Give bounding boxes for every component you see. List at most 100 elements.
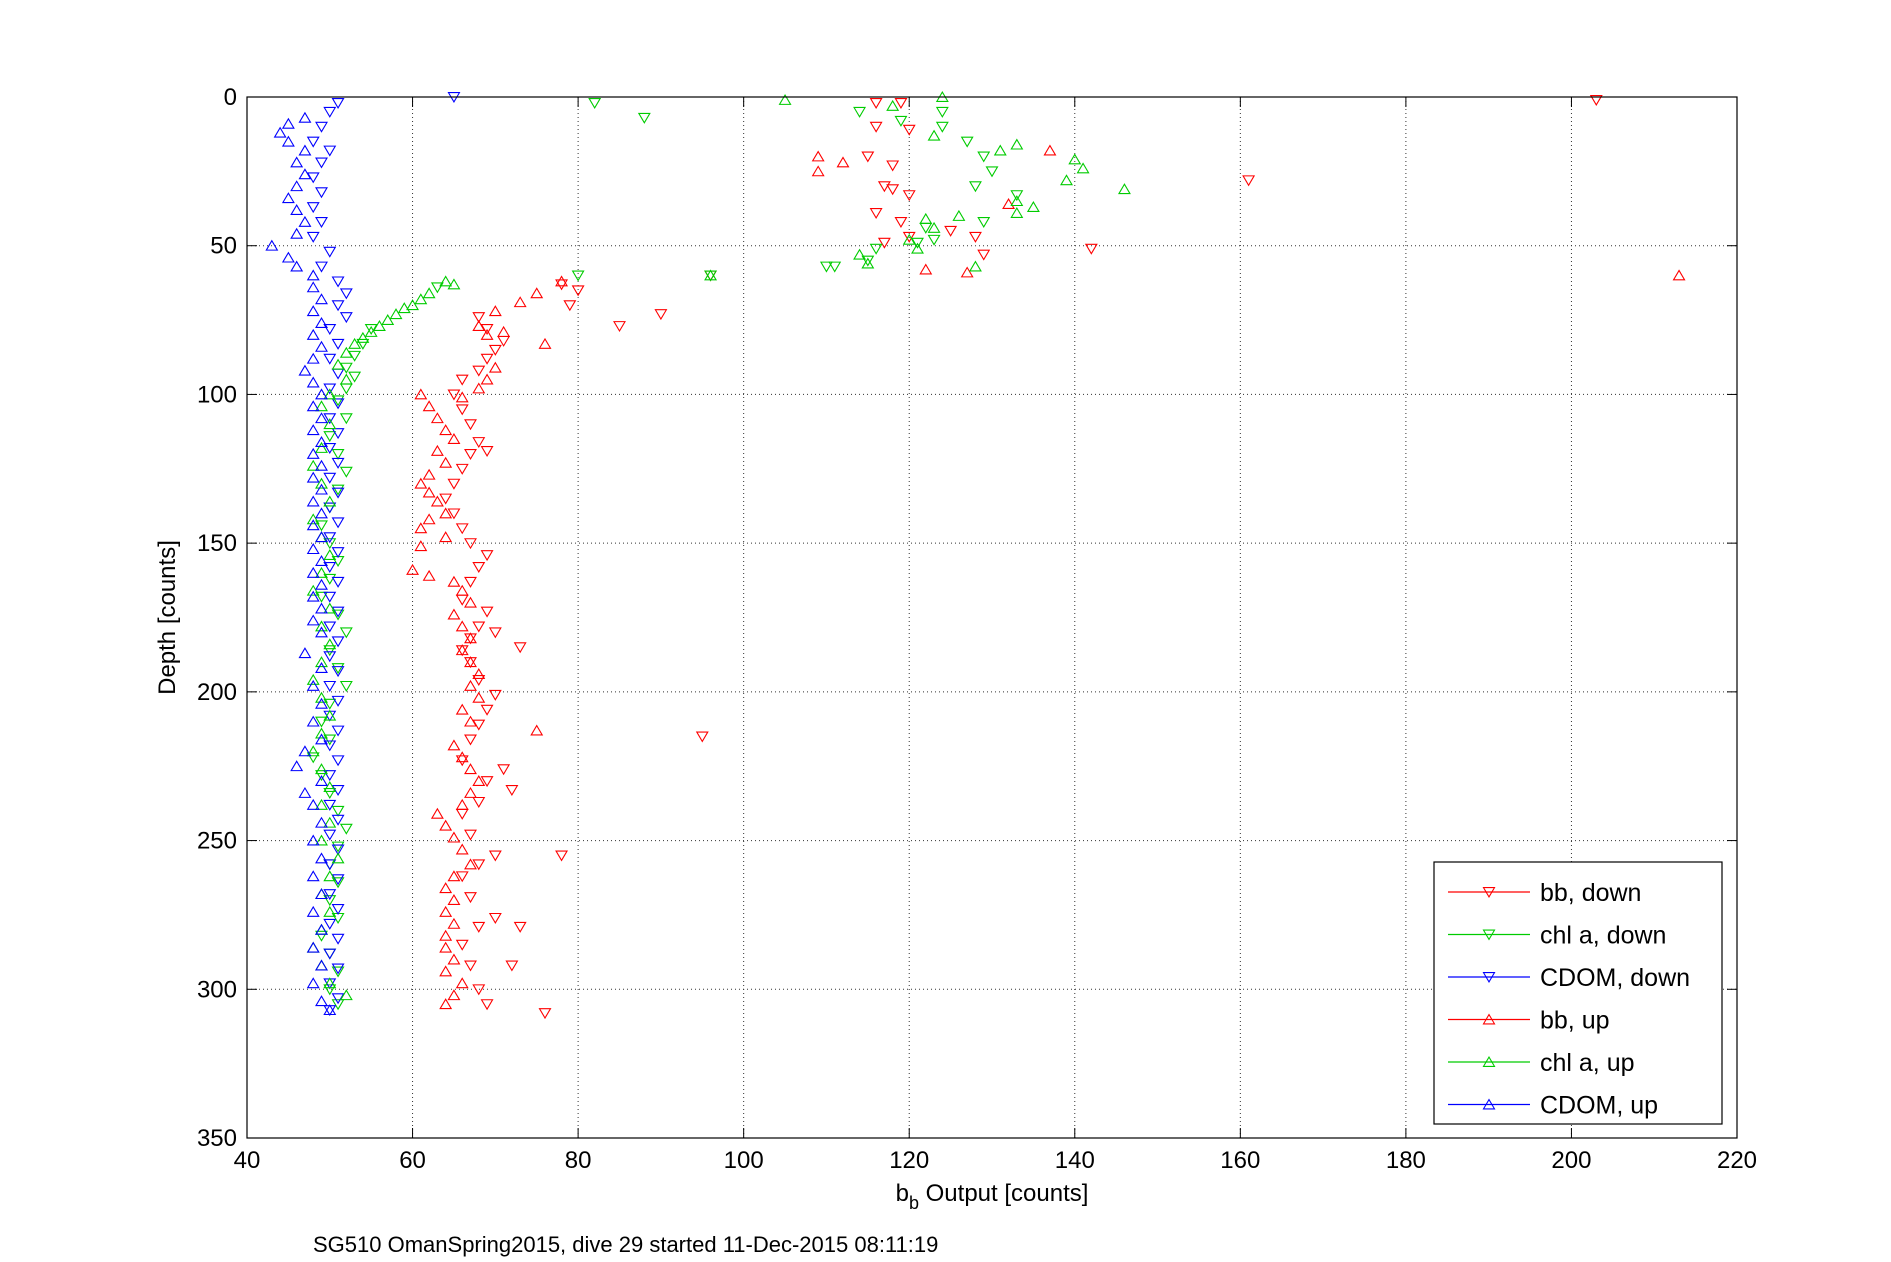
data-point: [911, 237, 924, 249]
data-point: [348, 350, 362, 362]
data-point: [356, 338, 370, 350]
data-point: [339, 627, 353, 639]
data-point: [422, 287, 436, 299]
data-point: [381, 314, 395, 326]
data-point: [472, 437, 486, 449]
data-point: [414, 388, 428, 400]
data-point: [306, 745, 320, 757]
data-point: [323, 638, 337, 650]
data-point: [464, 656, 477, 668]
data-point: [315, 888, 328, 900]
data-point: [323, 680, 337, 692]
data-point: [968, 181, 982, 193]
data-point: [323, 645, 337, 657]
data-point: [439, 882, 453, 894]
data-point: [422, 569, 436, 581]
data-point: [273, 126, 287, 138]
data-point: [331, 841, 345, 853]
data-point: [935, 106, 949, 118]
data-point: [414, 293, 428, 305]
data-point: [430, 495, 444, 507]
data-point: [902, 124, 916, 136]
y-tick-label: 0: [224, 84, 237, 111]
data-point: [323, 573, 337, 585]
data-point: [331, 457, 345, 469]
data-point: [472, 859, 486, 871]
data-point: [323, 918, 337, 930]
data-point: [455, 798, 469, 810]
data-point: [455, 843, 469, 855]
data-point: [455, 620, 469, 632]
legend-marker: [1482, 1098, 1496, 1110]
data-point: [331, 805, 345, 817]
data-point: [439, 965, 453, 977]
data-point: [861, 257, 875, 269]
data-point: [472, 675, 486, 686]
data-point: [464, 448, 477, 460]
data-point: [472, 775, 486, 787]
data-point: [306, 305, 320, 317]
data-point: [430, 807, 444, 819]
data-point: [555, 850, 569, 862]
data-point: [447, 917, 461, 929]
data-point: [339, 823, 353, 835]
data-point: [563, 300, 577, 312]
data-point: [339, 346, 353, 358]
y-axis-label: Depth [counts]: [154, 540, 181, 695]
legend-marker: [1482, 929, 1496, 941]
data-point: [331, 966, 345, 978]
data-point: [315, 834, 328, 846]
data-point: [977, 151, 991, 163]
data-point: [488, 912, 502, 924]
x-axis-label-main: b: [896, 1180, 909, 1207]
data-point: [704, 269, 718, 281]
y-tick-label: 200: [197, 679, 237, 706]
data-point: [315, 520, 328, 532]
data-point: [331, 606, 345, 618]
data-point: [1589, 95, 1603, 107]
data-point: [695, 731, 709, 743]
data-point: [447, 739, 461, 751]
data-point: [306, 590, 320, 602]
data-point: [530, 287, 544, 299]
data-point: [480, 776, 494, 788]
data-point: [447, 575, 461, 587]
data-point: [315, 727, 328, 739]
data-point: [306, 136, 320, 148]
data-point: [306, 905, 320, 917]
data-point: [315, 317, 328, 328]
data-point: [455, 391, 469, 403]
data-point: [323, 889, 337, 901]
data-point: [472, 561, 486, 573]
data-point: [944, 225, 958, 237]
data-point: [480, 328, 494, 340]
data-point: [1010, 138, 1024, 150]
data-point: [331, 487, 345, 499]
data-point: [306, 715, 320, 727]
y-tick-label: 100: [197, 381, 237, 408]
x-tick-label: 100: [724, 1147, 764, 1174]
x-tick-label: 40: [234, 1147, 261, 1174]
data-point: [331, 666, 345, 678]
data-point: [306, 543, 320, 555]
data-point: [480, 353, 494, 365]
data-point: [919, 263, 933, 275]
data-point: [323, 816, 337, 828]
data-point: [886, 99, 900, 111]
data-point: [306, 172, 320, 184]
data-point: [877, 181, 891, 193]
data-point: [447, 989, 461, 1001]
data-point: [919, 212, 933, 224]
data-point: [315, 477, 328, 489]
data-point: [406, 563, 420, 575]
series-cdom-up: [265, 111, 337, 1016]
data-point: [315, 554, 328, 566]
data-point: [306, 495, 320, 507]
legend-entry: CDOM, down: [1448, 964, 1690, 992]
data-point: [315, 716, 328, 728]
data-point: [339, 466, 353, 478]
data-point: [861, 151, 875, 163]
data-point: [281, 117, 295, 129]
data-point: [306, 566, 320, 578]
